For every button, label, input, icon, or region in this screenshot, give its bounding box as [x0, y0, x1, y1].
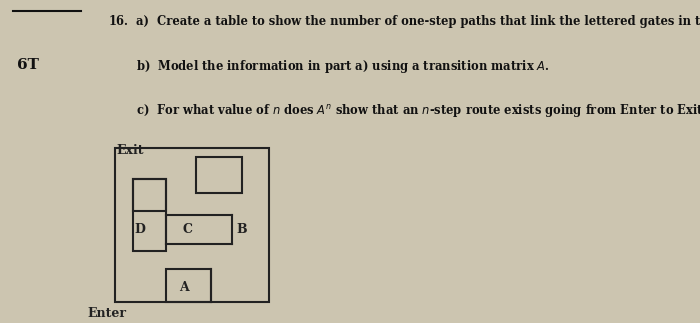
Text: a)  Create a table to show the number of one-step paths that link the lettered g: a) Create a table to show the number of …: [136, 15, 700, 27]
Text: C: C: [182, 223, 192, 236]
Bar: [133, 179, 165, 251]
Text: 6T: 6T: [18, 58, 39, 72]
Bar: [165, 269, 211, 302]
Bar: [196, 157, 242, 193]
Text: B: B: [236, 223, 247, 236]
Bar: [133, 179, 165, 211]
Text: A: A: [178, 281, 188, 294]
Text: Exit: Exit: [117, 144, 144, 157]
Text: D: D: [135, 223, 146, 236]
Text: c)  For what value of $n$ does $A^n$ show that an $n$-step route exists going fr: c) For what value of $n$ does $A^n$ show…: [136, 102, 700, 119]
Text: b)  Model the information in part a) using a transition matrix $A$.: b) Model the information in part a) usin…: [136, 58, 550, 75]
Text: 16.: 16.: [108, 15, 128, 27]
Bar: [115, 148, 269, 302]
Text: Enter: Enter: [88, 307, 127, 320]
